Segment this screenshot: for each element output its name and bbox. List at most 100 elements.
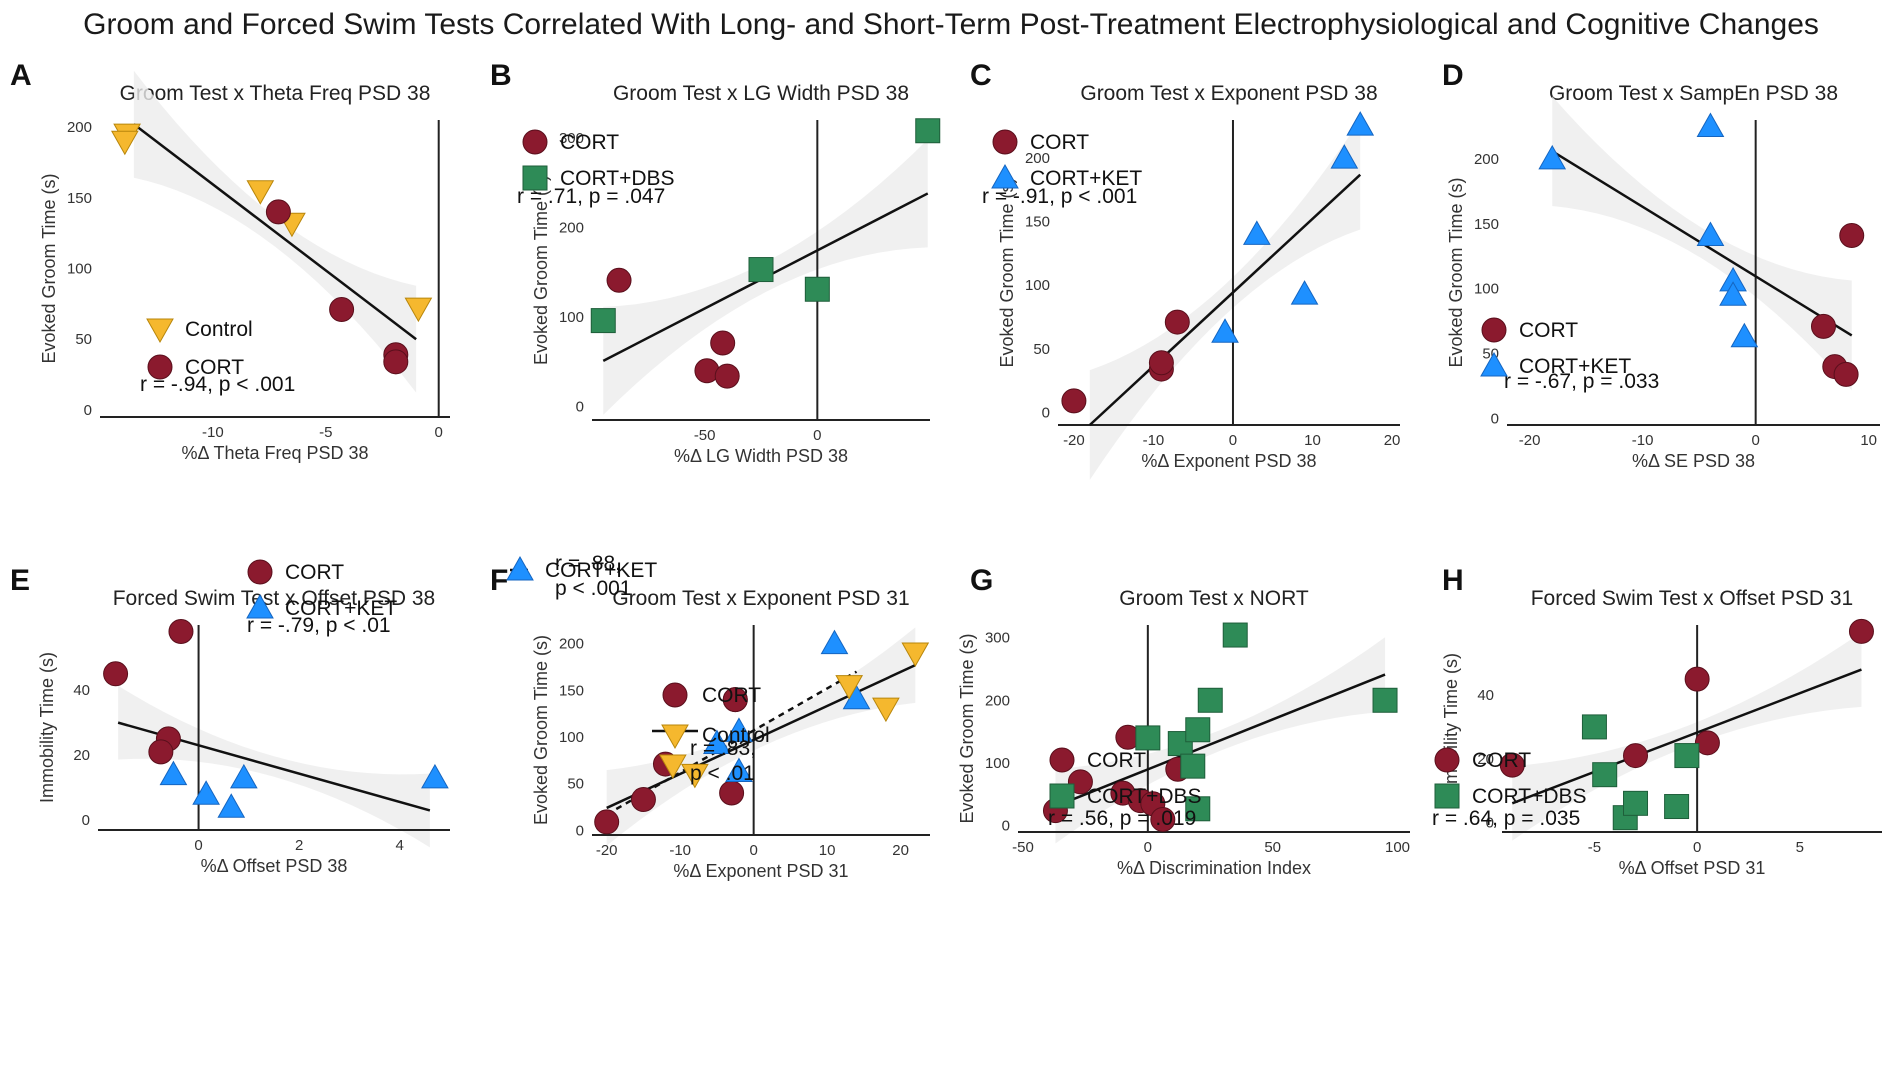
panel-d-legend-marker	[1481, 317, 1507, 343]
chart-a-svg: A Groom Test x Theta Freq PSD 38 -10 -5 0 0 50…	[10, 59, 450, 463]
panel-h-legend-label: CORT+DBS	[1472, 785, 1587, 808]
panel-c-point-cort-ket	[1242, 220, 1271, 245]
panel-g-y-tick: 300	[985, 630, 1010, 647]
panel-b-x-label: %Δ LG Width PSD 38	[674, 446, 848, 466]
panel-e-point-cort-ket	[421, 763, 449, 789]
panel-g-point-cort-dbs	[1185, 796, 1211, 822]
panel-d-x-tick: 0	[1751, 432, 1759, 449]
panel-c-point-cort	[1148, 350, 1174, 376]
panel-f-stat-text: r = .83,	[690, 737, 756, 760]
panel-h-x-tick: 5	[1796, 839, 1804, 856]
chart-b-svg: B Groom Test x LG Width PSD 38 -50 0 0 100 200…	[490, 59, 941, 466]
figure-title: Groom and Forced Swim Tests Correlated W…	[83, 8, 1819, 41]
panel-e-y-tick: 20	[73, 747, 90, 764]
panel-a-point-control	[110, 130, 139, 156]
panel-c-x-tick: 10	[1304, 432, 1321, 449]
panel-b-y-label: Evoked Groom Time (s)	[531, 175, 551, 365]
panel-a-x-tick: 0	[435, 424, 443, 441]
panel-h-point-cort-dbs	[1581, 714, 1607, 740]
panel-e-x-tick: 0	[194, 837, 202, 854]
panel-d-point-cort-ket	[1730, 322, 1759, 348]
panel-b: B Groom Test x LG Width PSD 38 -50 0 0 100 200…	[480, 55, 950, 565]
panel-a: A Groom Test x Theta Freq PSD 38 -10 -5 0 0 50…	[0, 55, 470, 565]
panel-b-letter: B	[490, 59, 512, 92]
panel-g-legend-label: CORT+DBS	[1087, 785, 1202, 808]
panel-f-x-label: %Δ Exponent PSD 31	[673, 861, 848, 881]
panel-c-fit-line	[1088, 173, 1362, 426]
panel-a-legend-label: Control	[185, 318, 253, 341]
panel-g-title: Groom Test x NORT	[1119, 587, 1309, 610]
panel-c-point-cort	[1061, 388, 1087, 414]
panel-f-legend-label: CORT+KET	[545, 559, 657, 582]
panel-g-x-tick: 0	[1144, 839, 1152, 856]
panel-b-point-cort-dbs	[748, 257, 774, 283]
panel-a-legend-label: CORT	[185, 356, 244, 379]
panel-f-y-tick: 100	[559, 729, 584, 746]
panel-h-y-tick: 0	[1486, 814, 1494, 831]
panel-c-legend-marker	[992, 129, 1018, 155]
panel-h-point-cort-dbs	[1623, 790, 1649, 816]
panel-d-legend-label: CORT+KET	[1519, 355, 1631, 378]
panel-e-point-cort-ket	[217, 793, 246, 818]
panel-e-y-label: Immobility Time (s)	[37, 652, 57, 803]
panel-c-y-tick: 200	[1025, 150, 1050, 167]
panel-d-point-cort-ket	[1696, 112, 1725, 137]
panel-a-y-tick: 200	[67, 119, 92, 136]
panel-b-point-cort-dbs	[804, 276, 830, 302]
chart-f-svg: F Groom Test x Exponent PSD 31 -20 -10 0 10 20…	[490, 552, 930, 881]
panel-e-x-tick: 2	[295, 837, 303, 854]
panel-h-letter: H	[1442, 564, 1464, 597]
panel-a-point-cort	[329, 297, 355, 323]
panel-d-y-tick: 200	[1474, 151, 1499, 168]
panel-c-legend-label: CORT+KET	[1030, 167, 1142, 190]
panel-c-x-tick: 0	[1229, 432, 1237, 449]
panel-a-x-tick: -10	[202, 424, 224, 441]
panel-c-y-tick: 150	[1025, 214, 1050, 231]
panel-f-x-tick: 20	[892, 842, 909, 859]
panel-a-point-control	[246, 180, 275, 205]
panel-b-y-tick: 100	[559, 309, 584, 326]
panel-h-y-tick: 20	[1477, 751, 1494, 768]
panel-d-point-cort	[1833, 361, 1859, 387]
panel-g-point-cort-dbs	[1222, 622, 1248, 648]
panel-d-y-tick: 100	[1474, 281, 1499, 298]
panel-g-point-cort-dbs	[1180, 753, 1206, 779]
panel-c-legend-marker	[991, 163, 1019, 189]
panel-g-point-cort-dbs	[1197, 687, 1223, 713]
panel-d-legend-label: CORT	[1519, 319, 1578, 342]
panel-f-legend-label: Control	[702, 724, 770, 747]
panel-f-y-tick: 0	[576, 822, 584, 839]
panel-g-x-tick: 100	[1385, 839, 1410, 856]
panel-h-point-cort-dbs	[1674, 743, 1700, 769]
panel-g-y-tick: 100	[985, 755, 1010, 772]
panel-g-x-tick: -50	[1012, 839, 1034, 856]
panel-g-legend-marker	[1049, 783, 1075, 809]
panel-a-legend-marker	[147, 354, 173, 380]
panel-b-y-tick: 0	[576, 399, 584, 416]
panel-g-point-cort-dbs	[1372, 687, 1398, 713]
panel-c-stat-text: r = -.91, p < .001	[982, 185, 1137, 208]
panel-c-y-label: Evoked Groom Time (s)	[997, 177, 1017, 367]
panel-a-y-tick: 0	[84, 402, 92, 419]
panel-f-point-control	[658, 754, 687, 780]
panel-h-point-cort	[1684, 666, 1710, 692]
panel-g-y-tick: 0	[1002, 818, 1010, 835]
panel-e-letter: E	[10, 564, 30, 597]
panel-d-x-label: %Δ SE PSD 38	[1632, 451, 1755, 471]
panel-h-point-cort	[1499, 752, 1525, 778]
panel-d-x-tick: -10	[1632, 432, 1654, 449]
chart-c-svg: C Groom Test x Exponent PSD 38 -20 -10 0 10 20…	[970, 59, 1400, 480]
panel-a-y-tick: 150	[67, 190, 92, 207]
panel-f-point-cort-ket	[725, 757, 753, 783]
panel-b-legend-label: CORT	[560, 131, 619, 154]
panel-b-x-tick: 0	[813, 427, 821, 444]
panel-a-y-tick: 50	[75, 331, 92, 348]
panel-g-x-tick: 50	[1264, 839, 1281, 856]
panel-e: E Forced Swim Test x Offset PSD 38 0 2 4 0 20 4…	[0, 559, 470, 1070]
panel-a-title: Groom Test x Theta Freq PSD 38	[120, 82, 431, 105]
panel-e-point-cort	[148, 739, 174, 765]
panel-e-y-tick: 40	[73, 682, 90, 699]
panel-c-y-tick: 0	[1042, 404, 1050, 421]
